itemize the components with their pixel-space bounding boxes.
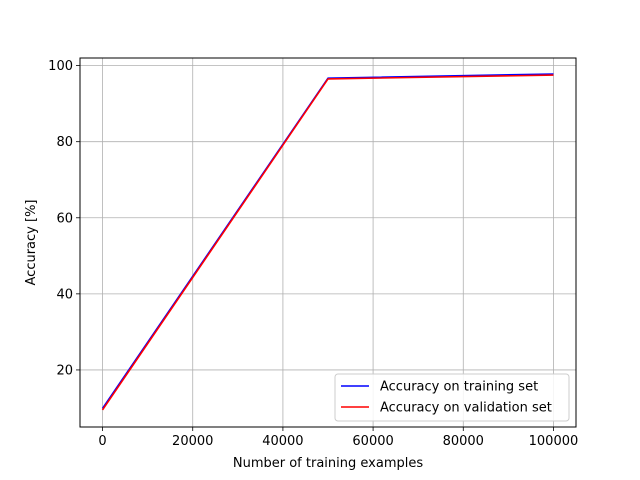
x-tick-label: 100000 bbox=[529, 434, 579, 449]
series-line-validation bbox=[101, 74, 554, 411]
legend-label: Accuracy on validation set bbox=[380, 401, 552, 416]
legend-box bbox=[334, 373, 570, 422]
plot-frame bbox=[79, 57, 577, 428]
axis-ticks: 0 20000 40000 60000 80000 100000 20 40 60 80 100 bbox=[48, 59, 578, 449]
x-tick-label: 60000 bbox=[352, 434, 393, 449]
y-axis-label: Accuracy [%] bbox=[24, 200, 39, 286]
y-tick-label: 60 bbox=[56, 211, 73, 226]
x-tick-label: 0 bbox=[98, 434, 106, 449]
grid-lines bbox=[80, 58, 576, 427]
x-axis-label: Number of training examples bbox=[233, 456, 423, 471]
x-tick-label: 20000 bbox=[172, 434, 213, 449]
y-tick-label: 40 bbox=[56, 287, 73, 302]
y-tick-label: 100 bbox=[48, 59, 73, 74]
y-tick-label: 80 bbox=[56, 135, 73, 150]
x-tick-label: 40000 bbox=[262, 434, 303, 449]
legend: Accuracy on training set Accuracy on vali… bbox=[334, 373, 570, 422]
legend-label: Accuracy on training set bbox=[380, 380, 538, 395]
series-lines bbox=[101, 73, 554, 411]
y-tick-label: 20 bbox=[56, 363, 73, 378]
x-tick-label: 80000 bbox=[443, 434, 484, 449]
